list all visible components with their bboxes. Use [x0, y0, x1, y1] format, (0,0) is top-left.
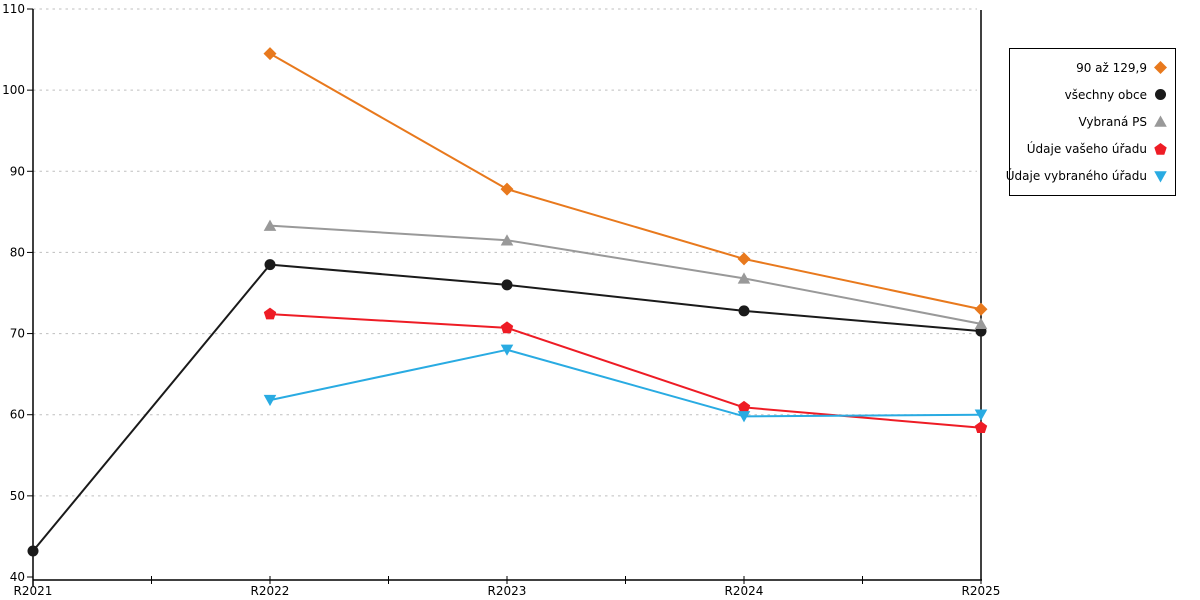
triangle-down-marker-icon	[263, 394, 277, 407]
triangle-up-marker-icon	[1154, 115, 1167, 128]
pentagon-marker-icon	[1154, 142, 1167, 155]
y-tick-label: 80	[10, 245, 25, 259]
diamond-marker-icon	[1154, 61, 1167, 75]
x-tick-label: R2025	[962, 584, 1001, 598]
series-line-4	[269, 348, 982, 418]
diamond-marker-icon	[1154, 61, 1167, 75]
y-tick-label: 100	[2, 83, 25, 97]
diamond-marker-icon	[263, 47, 277, 61]
legend-item: 90 až 129,9	[1010, 60, 1175, 75]
pentagon-marker-icon	[500, 321, 514, 334]
legend-item: Údaje vašeho úřadu	[1010, 142, 1175, 157]
circle-marker-icon	[264, 259, 276, 271]
circle-marker-icon	[1155, 89, 1166, 101]
legend-label: všechny obce	[1064, 87, 1147, 102]
triangle-up-marker-icon	[974, 317, 988, 330]
triangle-down-marker-icon	[500, 344, 514, 356]
triangle-up-marker-icon	[263, 219, 277, 231]
y-tick-label: 110	[2, 2, 25, 16]
circle-marker-icon	[738, 305, 750, 317]
triangle-down-marker-icon	[1154, 171, 1167, 183]
triangle-down-marker-icon	[974, 409, 988, 421]
chart-legend: 90 až 129,9 všechny obce Vybraná PS Údaje v…	[1006, 48, 1176, 196]
triangle-up-marker-icon	[1154, 115, 1167, 128]
y-tick-label: 70	[10, 327, 25, 341]
x-tick-label: R2022	[251, 584, 290, 598]
y-tick-label: 50	[10, 489, 25, 503]
series-line-3	[269, 313, 982, 429]
pentagon-marker-icon	[974, 421, 988, 433]
legend-label: Vybraná PS	[1078, 114, 1147, 129]
circle-marker-icon	[501, 279, 513, 291]
triangle-down-marker-icon	[1154, 171, 1167, 183]
triangle-up-marker-icon	[500, 234, 514, 246]
y-tick-label: 60	[10, 408, 25, 422]
legend-item: Vybraná PS	[1010, 114, 1175, 129]
y-tick-label: 40	[10, 570, 25, 584]
legend-item: všechny obce	[1010, 87, 1175, 102]
diamond-marker-icon	[500, 182, 514, 196]
diamond-marker-icon	[737, 252, 751, 266]
diamond-marker-icon	[974, 302, 988, 316]
circle-marker-icon	[1155, 89, 1166, 101]
circle-marker-icon	[27, 545, 39, 557]
x-tick-label: R2024	[725, 584, 764, 598]
legend-label: Údaje vašeho úřadu	[1026, 142, 1147, 157]
triangle-up-marker-icon	[737, 272, 751, 284]
series-line-1	[32, 263, 982, 553]
series-line-2	[269, 224, 982, 325]
x-tick-label: R2023	[488, 584, 527, 598]
x-tick-label: R2021	[14, 584, 53, 598]
pentagon-marker-icon	[737, 400, 751, 413]
y-tick-label: 90	[10, 164, 25, 178]
pentagon-marker-icon	[1154, 142, 1167, 155]
triangle-down-marker-icon	[737, 411, 751, 423]
legend-item: Údaje vybraného úřadu	[1006, 169, 1175, 184]
legend-label: 90 až 129,9	[1076, 60, 1147, 75]
legend-label: Údaje vybraného úřadu	[1005, 169, 1147, 184]
series-line-0	[269, 52, 982, 311]
pentagon-marker-icon	[263, 307, 277, 320]
